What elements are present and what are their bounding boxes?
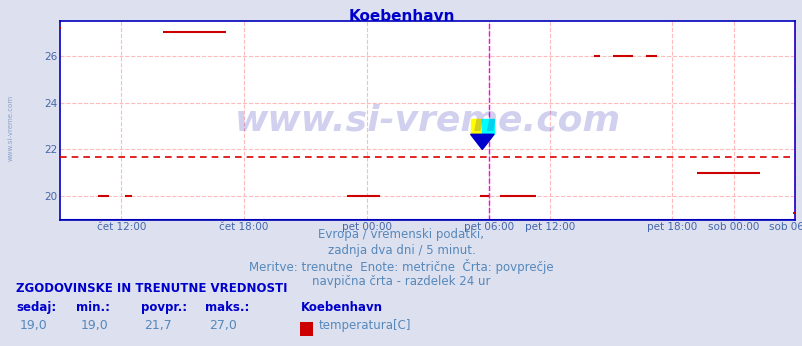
Polygon shape [470, 134, 493, 149]
Text: Koebenhavn: Koebenhavn [301, 301, 383, 315]
Polygon shape [470, 119, 482, 134]
Text: Evropa / vremenski podatki,: Evropa / vremenski podatki, [318, 228, 484, 242]
Text: 27,0: 27,0 [209, 319, 237, 332]
Text: temperatura[C]: temperatura[C] [318, 319, 411, 332]
Text: www.si-vreme.com: www.si-vreme.com [234, 103, 620, 137]
Text: 21,7: 21,7 [144, 319, 172, 332]
Text: 19,0: 19,0 [80, 319, 108, 332]
Text: povpr.:: povpr.: [140, 301, 186, 315]
Text: Meritve: trenutne  Enote: metrične  Črta: povprečje: Meritve: trenutne Enote: metrične Črta: … [249, 260, 553, 274]
Text: ZGODOVINSKE IN TRENUTNE VREDNOSTI: ZGODOVINSKE IN TRENUTNE VREDNOSTI [16, 282, 287, 295]
Text: 19,0: 19,0 [20, 319, 48, 332]
Text: sedaj:: sedaj: [16, 301, 56, 315]
Text: zadnja dva dni / 5 minut.: zadnja dva dni / 5 minut. [327, 244, 475, 257]
Text: navpična črta - razdelek 24 ur: navpična črta - razdelek 24 ur [312, 275, 490, 288]
Text: maks.:: maks.: [205, 301, 249, 315]
Text: www.si-vreme.com: www.si-vreme.com [7, 95, 14, 161]
Text: min.:: min.: [76, 301, 110, 315]
Polygon shape [482, 119, 493, 134]
Text: Koebenhavn: Koebenhavn [348, 9, 454, 24]
